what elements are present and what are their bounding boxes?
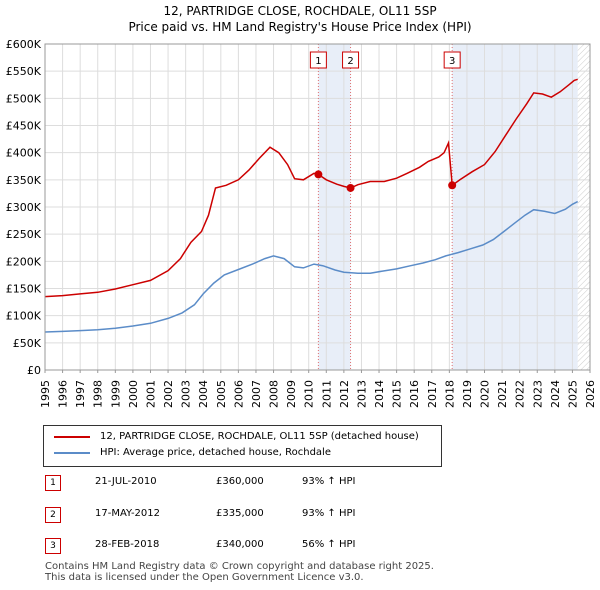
chart-title-line2: Price paid vs. HM Land Registry's House … (128, 20, 472, 34)
legend-item-property: 12, PARTRIDGE CLOSE, ROCHDALE, OL11 5SP … (54, 431, 419, 442)
x-tick-label-2014: 2014 (373, 380, 386, 408)
y-tick-label-11: £550K (6, 65, 42, 78)
transaction-price-2: £335,000 (216, 508, 264, 519)
x-tick-label-2011: 2011 (320, 380, 333, 408)
y-tick-label-8: £400K (6, 147, 42, 160)
chart-label-box-2 (342, 51, 360, 69)
legend-swatch-property (54, 435, 90, 438)
y-tick-label-1: £50K (13, 337, 42, 350)
x-tick-label-2003: 2003 (180, 380, 193, 408)
legend-label-hpi: HPI: Average price, detached house, Roch… (100, 447, 331, 458)
y-tick-label-6: £300K (6, 201, 42, 214)
x-tick-label-2023: 2023 (531, 380, 544, 408)
x-tick-label-2017: 2017 (426, 380, 439, 408)
x-tick-label-1998: 1998 (92, 380, 105, 408)
x-tick-label-2015: 2015 (391, 380, 404, 408)
y-tick-label-12: £600K (6, 38, 42, 51)
footer-licence: This data is licensed under the Open Gov… (45, 572, 364, 583)
x-tick-label-2001: 2001 (144, 380, 157, 408)
chart-label-3: 3 (449, 56, 455, 67)
x-tick-label-2002: 2002 (162, 380, 175, 408)
x-tick-label-2018: 2018 (443, 380, 456, 408)
chart-label-2: 2 (347, 56, 353, 67)
chart-label-1: 1 (315, 56, 321, 67)
x-tick-label-2000: 2000 (127, 380, 140, 408)
x-tick-label-1996: 1996 (57, 380, 70, 408)
x-tick-label-2025: 2025 (566, 380, 579, 408)
legend-label-property: 12, PARTRIDGE CLOSE, ROCHDALE, OL11 5SP … (100, 431, 419, 442)
transaction-badge-2: 2 (45, 507, 61, 523)
x-tick-label-1995: 1995 (39, 380, 52, 408)
y-tick-label-2: £100K (6, 310, 42, 323)
x-tick-label-2010: 2010 (303, 380, 316, 408)
y-tick-label-10: £500K (6, 92, 42, 105)
transaction-hpi-3: 56% ↑ HPI (302, 539, 356, 550)
chart-title-line1: 12, PARTRIDGE CLOSE, ROCHDALE, OL11 5SP (163, 4, 437, 18)
transaction-date-1: 21-JUL-2010 (95, 476, 157, 487)
x-tick-label-2013: 2013 (355, 380, 368, 408)
x-tick-label-2006: 2006 (232, 380, 245, 408)
x-tick-label-2008: 2008 (268, 380, 281, 408)
transaction-price-1: £360,000 (216, 476, 264, 487)
y-tick-label-3: £150K (6, 283, 42, 296)
footer-copyright: Contains HM Land Registry data © Crown c… (45, 561, 434, 572)
x-tick-label-2012: 2012 (338, 380, 351, 408)
transaction-hpi-2: 93% ↑ HPI (302, 508, 356, 519)
series-line-hpi (44, 200, 579, 333)
x-tick-label-2016: 2016 (408, 380, 421, 408)
x-tick-label-2005: 2005 (215, 380, 228, 408)
y-tick-label-5: £250K (6, 228, 42, 241)
transaction-badge-3: 3 (45, 538, 61, 554)
chart-label-box-1 (309, 51, 327, 69)
legend-item-hpi: HPI: Average price, detached house, Roch… (54, 447, 331, 458)
y-tick-label-7: £350K (6, 174, 42, 187)
legend-swatch-hpi (54, 451, 90, 454)
x-tick-label-2007: 2007 (250, 380, 263, 408)
x-tick-label-2021: 2021 (496, 380, 509, 408)
x-tick-label-2004: 2004 (197, 380, 210, 408)
transaction-date-2: 17-MAY-2012 (95, 508, 161, 519)
plot-frame (44, 43, 591, 371)
transaction-point-3 (448, 181, 457, 190)
x-tick-label-1999: 1999 (109, 380, 122, 408)
x-tick-label-1997: 1997 (74, 380, 87, 408)
transaction-badge-1: 1 (45, 475, 61, 491)
x-tick-label-2026: 2026 (584, 380, 597, 408)
transaction-date-3: 28-FEB-2018 (95, 539, 160, 550)
x-tick-label-2009: 2009 (285, 380, 298, 408)
x-tick-label-2019: 2019 (461, 380, 474, 408)
x-tick-label-2024: 2024 (549, 380, 562, 408)
y-tick-label-9: £450K (6, 120, 42, 133)
price-chart: 1 2 3 £0 £50K £100K £150K £200K £250K £300K £350K… (6, 38, 597, 408)
y-tick-label-0: £0 (27, 364, 41, 377)
x-tick-label-2020: 2020 (479, 380, 492, 408)
y-tick-label-4: £200K (6, 255, 42, 268)
x-tick-label-2022: 2022 (514, 380, 527, 408)
transaction-point-2 (346, 183, 355, 192)
chart-label-box-3 (443, 51, 461, 69)
series-line-property (44, 78, 578, 298)
transaction-hpi-1: 93% ↑ HPI (302, 476, 356, 487)
transaction-price-3: £340,000 (216, 539, 264, 550)
transaction-point-1 (314, 170, 323, 179)
chart-legend: 12, PARTRIDGE CLOSE, ROCHDALE, OL11 5SP … (43, 425, 442, 467)
